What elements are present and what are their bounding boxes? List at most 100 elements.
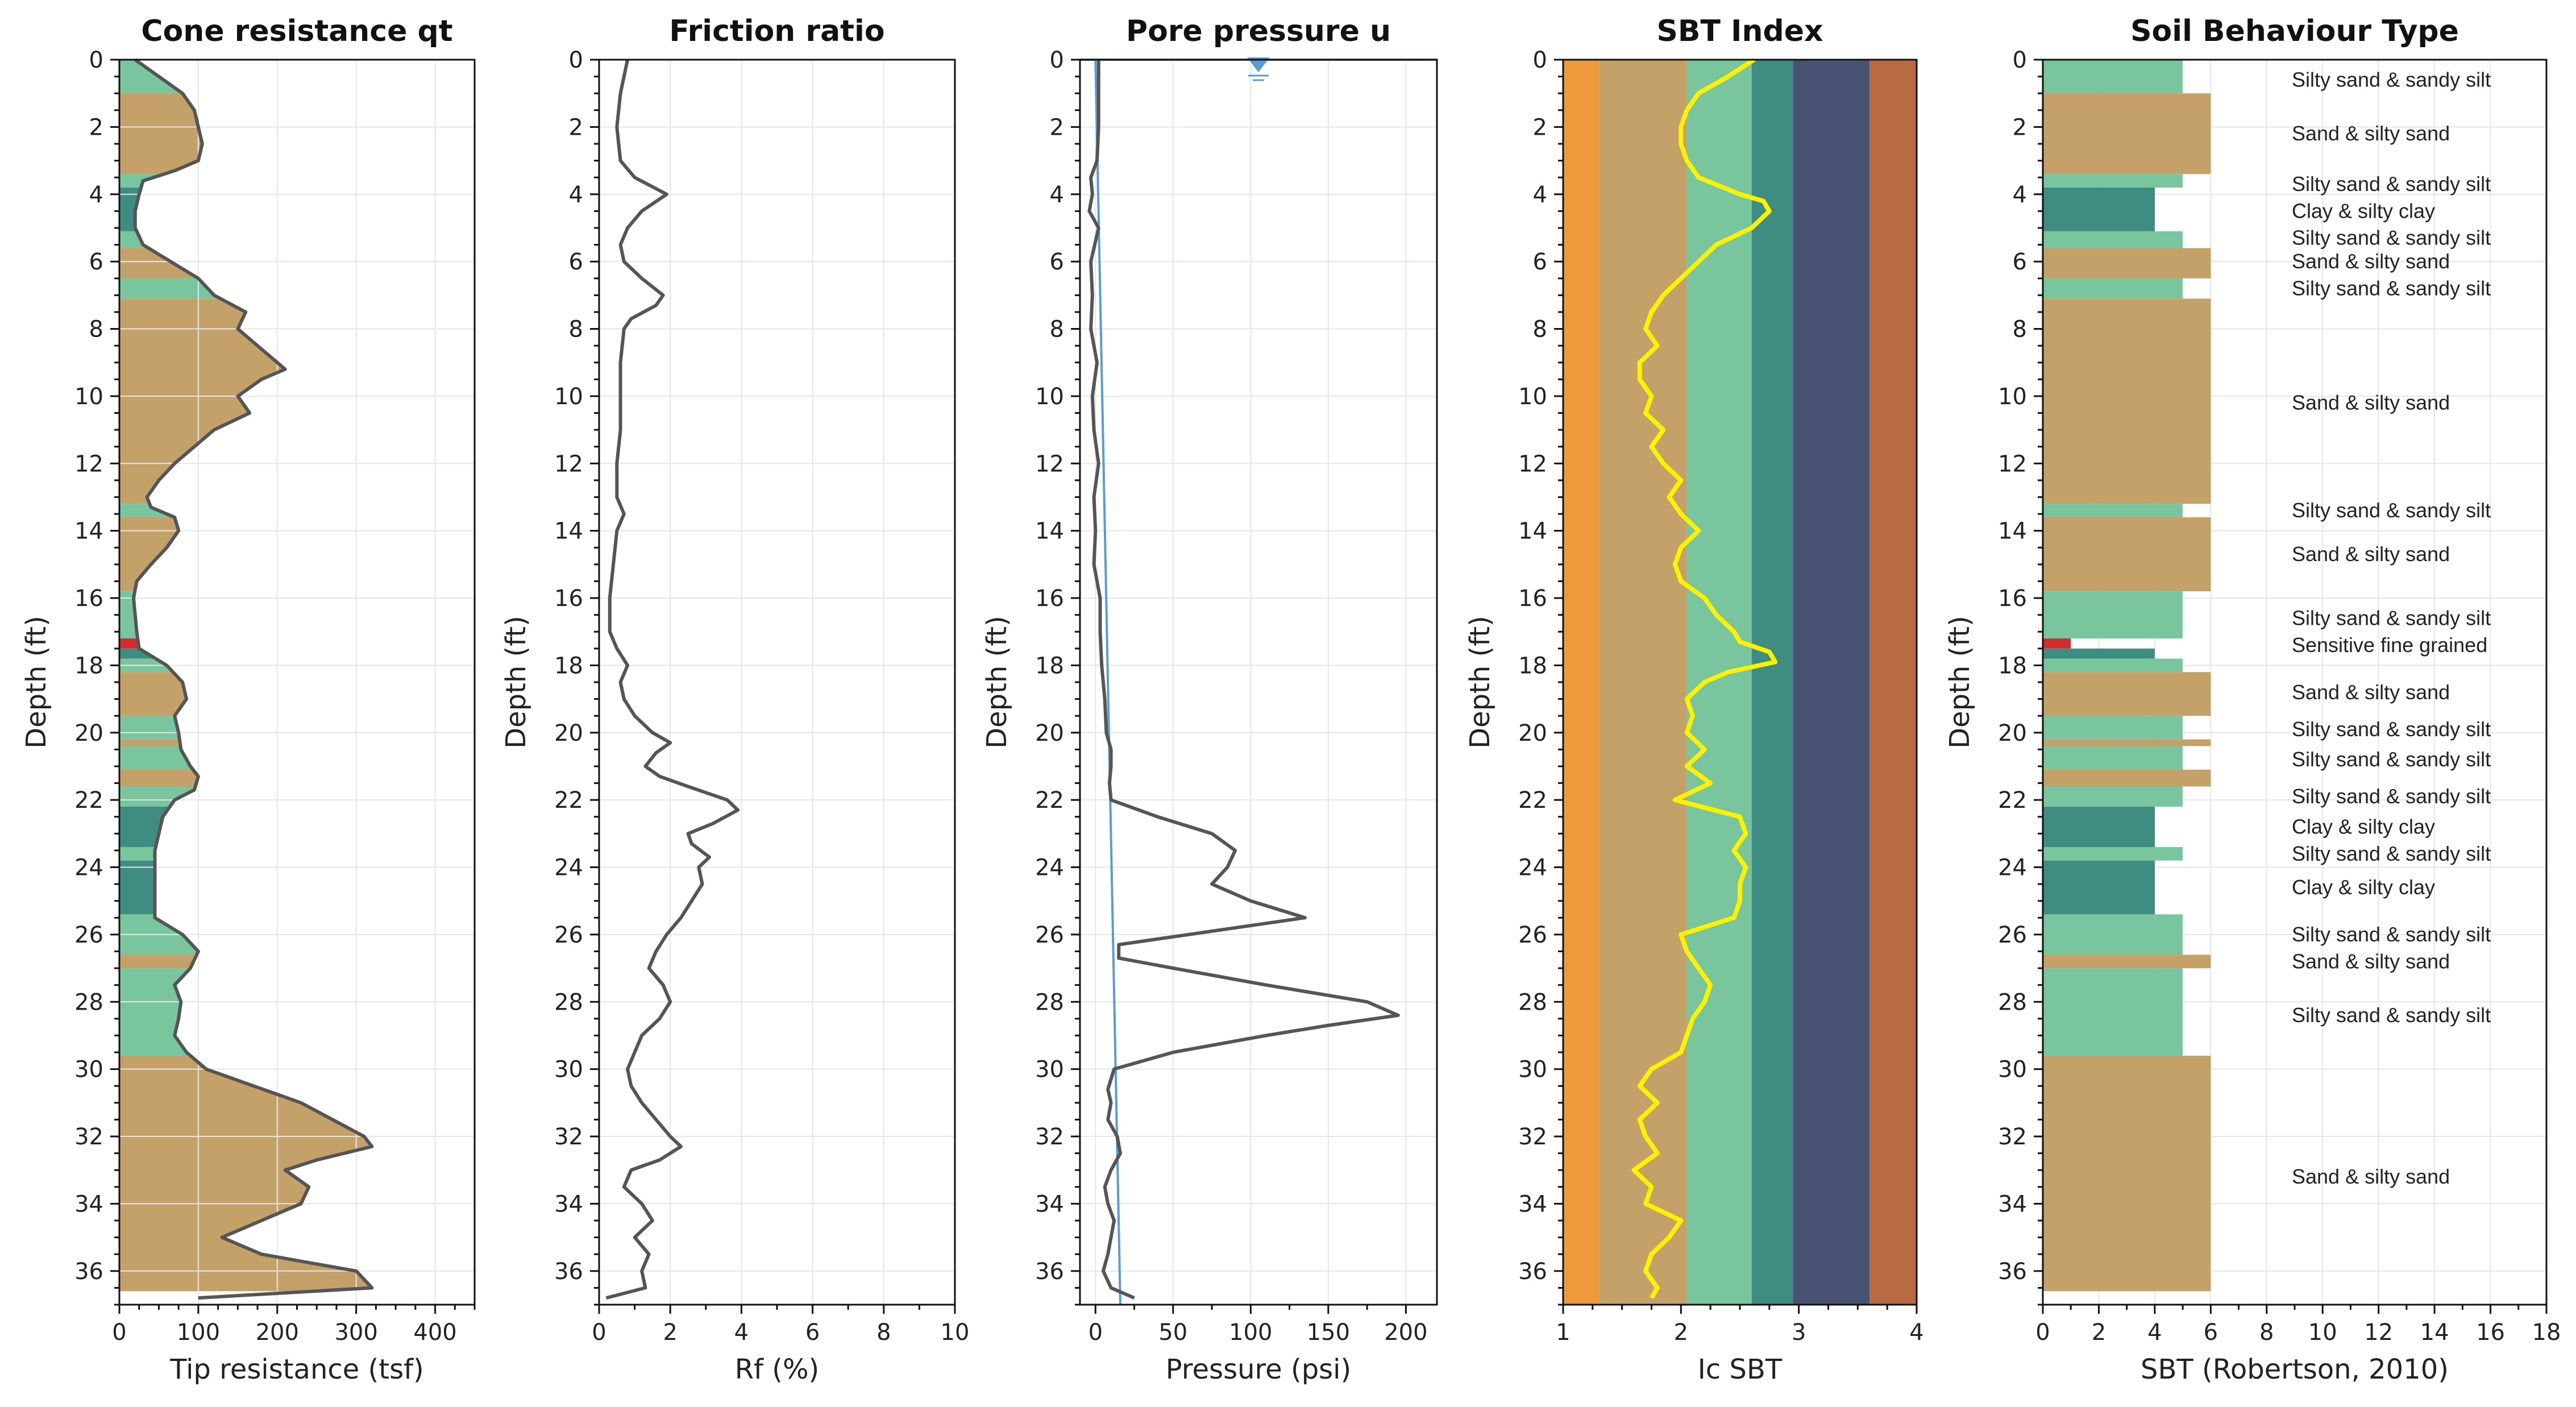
y-tick-label: 36 xyxy=(74,1259,103,1285)
y-tick-label: 22 xyxy=(1035,787,1064,814)
sbt-layer-bar xyxy=(2043,847,2183,861)
y-tick-label: 34 xyxy=(1035,1191,1064,1217)
sbt-layer-bar xyxy=(2043,60,2183,94)
panel-4 xyxy=(1554,57,1918,1314)
sbt-layer-bar xyxy=(2043,716,2183,740)
sbt-layer-label: Sand & silty sand xyxy=(2292,1165,2450,1188)
x-tick-label: 8 xyxy=(2259,1319,2274,1346)
sbt-layer-bar xyxy=(2043,187,2155,231)
y-tick-label: 36 xyxy=(1998,1259,2027,1285)
x-tick-label: 300 xyxy=(334,1319,377,1346)
qt-curve xyxy=(132,58,374,1300)
panel-title: Friction ratio xyxy=(669,14,884,48)
y-tick-label: 20 xyxy=(74,720,103,746)
panel-title: Pore pressure u xyxy=(1126,14,1391,48)
y-tick-label: 16 xyxy=(1035,586,1064,612)
u0-line xyxy=(1094,59,1121,1305)
qt-layer-band xyxy=(119,93,372,175)
y-tick-label: 24 xyxy=(1035,855,1064,881)
x-tick-label: 0 xyxy=(112,1319,126,1346)
qt-layer-band xyxy=(119,746,372,770)
sbt-layer-label: Sensitive fine grained xyxy=(2292,633,2487,657)
y-tick-label: 34 xyxy=(74,1191,103,1217)
qt-layer-band xyxy=(119,847,372,861)
qt-layer-band xyxy=(119,517,372,592)
qt-layer-band xyxy=(119,174,372,188)
y-tick-label: 8 xyxy=(1533,317,1547,343)
sbt-layer-label: Silty sand & sandy silt xyxy=(2292,717,2491,741)
y-tick-label: 6 xyxy=(89,249,103,275)
sbt-layer-bar xyxy=(2043,504,2183,517)
y-tick-label: 12 xyxy=(74,451,103,477)
sbt-layer-bar xyxy=(2043,93,2211,175)
y-axis-label: Depth (ft) xyxy=(1944,616,1976,749)
sbt-layer-bar xyxy=(2043,231,2183,248)
y-tick-label: 0 xyxy=(569,47,583,73)
y-tick-label: 20 xyxy=(1998,720,2027,746)
x-axis-label: Pressure (psi) xyxy=(1166,1354,1351,1385)
x-tick-label: 1 xyxy=(1556,1319,1570,1346)
x-tick-label: 10 xyxy=(941,1319,970,1346)
y-tick-label: 18 xyxy=(74,653,103,679)
y-tick-label: 28 xyxy=(74,989,103,1015)
sbt-layer-bar xyxy=(2043,968,2183,1056)
y-tick-label: 16 xyxy=(554,586,583,612)
sbt-layer-label: Silty sand & sandy silt xyxy=(2292,499,2491,522)
panel-1 xyxy=(110,58,476,1314)
y-tick-label: 22 xyxy=(74,787,103,814)
y-tick-label: 24 xyxy=(1518,855,1547,881)
y-tick-label: 0 xyxy=(1533,47,1547,73)
x-tick-label: 6 xyxy=(805,1319,820,1346)
y-tick-label: 8 xyxy=(1050,317,1064,343)
x-axis-label: Tip resistance (tsf) xyxy=(169,1354,423,1385)
x-tick-label: 100 xyxy=(177,1319,220,1346)
y-tick-label: 18 xyxy=(1035,653,1064,679)
y-tick-label: 10 xyxy=(1035,384,1064,410)
qt-layer-band xyxy=(119,1056,372,1292)
sbt-layer-bar xyxy=(2043,860,2155,915)
y-tick-label: 12 xyxy=(554,451,583,477)
x-tick-label: 6 xyxy=(2204,1319,2218,1346)
x-tick-label: 200 xyxy=(256,1319,299,1346)
y-tick-label: 4 xyxy=(2013,182,2027,208)
x-tick-label: 18 xyxy=(2532,1319,2561,1346)
y-tick-label: 26 xyxy=(1998,922,2027,948)
x-tick-label: 50 xyxy=(1158,1319,1187,1346)
sbt-layer-label: Silty sand & sandy silt xyxy=(2292,68,2491,92)
y-tick-label: 2 xyxy=(569,114,583,140)
x-tick-label: 0 xyxy=(2035,1319,2050,1346)
sbt-layer-label: Silty sand & sandy silt xyxy=(2292,785,2491,808)
y-tick-label: 8 xyxy=(569,317,583,343)
y-tick-label: 32 xyxy=(554,1124,583,1150)
sbt-layer-label: Clay & silty clay xyxy=(2292,875,2435,899)
u-curve xyxy=(1087,60,1400,1300)
sbt-layer-label: Sand & silty sand xyxy=(2292,542,2450,566)
y-tick-label: 20 xyxy=(1518,720,1547,746)
qt-layer-band xyxy=(119,860,372,915)
y-axis-label: Depth (ft) xyxy=(981,616,1013,749)
x-tick-label: 4 xyxy=(2147,1319,2162,1346)
panel-title: Cone resistance qt xyxy=(141,14,452,48)
qt-layer-bands xyxy=(119,60,372,1292)
sbt-layer-bar xyxy=(2043,648,2155,659)
y-tick-label: 14 xyxy=(554,518,583,545)
y-tick-label: 10 xyxy=(1998,384,2027,410)
panel-title: Soil Behaviour Type xyxy=(2130,14,2459,48)
x-tick-label: 2 xyxy=(663,1319,677,1346)
sbt-layer-label: Silty sand & sandy silt xyxy=(2292,172,2491,196)
y-tick-label: 2 xyxy=(2013,114,2027,140)
y-tick-label: 18 xyxy=(1998,653,2027,679)
qt-layer-band xyxy=(119,648,372,659)
x-tick-label: 4 xyxy=(1909,1319,1923,1346)
y-tick-label: 4 xyxy=(89,182,103,208)
qt-layer-band xyxy=(119,968,372,1056)
qt-layer-band xyxy=(119,807,372,848)
y-tick-label: 36 xyxy=(1035,1259,1064,1285)
sbt-layer-label: Silty sand & sandy silt xyxy=(2292,923,2491,946)
sbt-layer-bar xyxy=(2043,769,2211,787)
qt-layer-band xyxy=(119,739,372,746)
y-tick-label: 28 xyxy=(554,989,583,1015)
sbt-zone-band xyxy=(1869,60,1917,1305)
x-tick-label: 0 xyxy=(592,1319,606,1346)
y-tick-label: 8 xyxy=(2013,317,2027,343)
